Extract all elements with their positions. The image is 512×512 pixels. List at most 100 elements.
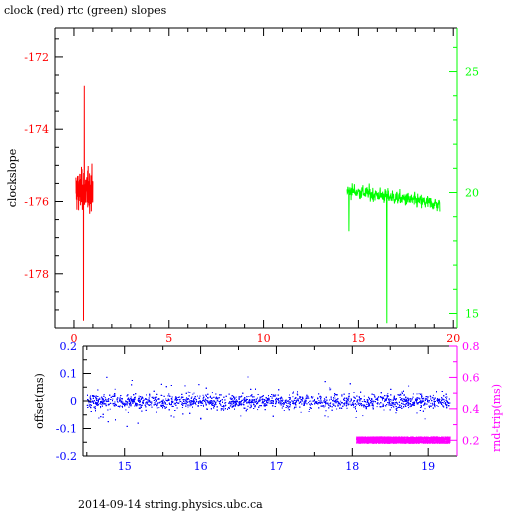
offset-point [341, 395, 343, 397]
offset-point [404, 399, 406, 401]
upper-y2-tick-label: 15 [465, 307, 479, 320]
offset-point [289, 404, 291, 406]
offset-point [366, 399, 368, 401]
offset-point [339, 403, 341, 405]
offset-point [99, 403, 101, 405]
offset-point [193, 402, 194, 404]
offset-point [98, 399, 99, 401]
offset-point [176, 397, 177, 399]
offset-point [216, 409, 218, 411]
offset-point [333, 403, 335, 405]
offset-point [116, 398, 118, 400]
offset-point [295, 406, 297, 408]
offset-point [445, 402, 446, 404]
offset-point [154, 403, 156, 405]
offset-point [233, 400, 234, 402]
offset-point [328, 407, 330, 409]
offset-point [361, 404, 363, 406]
offset-point [398, 401, 400, 403]
offset-point [427, 400, 428, 402]
offset-point [353, 400, 355, 402]
offset-point [427, 396, 429, 398]
offset-point [252, 401, 254, 403]
offset-point [393, 403, 395, 405]
offset-point [381, 397, 383, 399]
offset-point [181, 393, 183, 395]
offset-point [257, 397, 258, 399]
offset-point [416, 400, 417, 402]
offset-point [249, 400, 250, 402]
offset-point [155, 396, 157, 398]
offset-point [319, 396, 321, 398]
offset-point [330, 398, 332, 400]
offset-point [212, 403, 214, 405]
offset-point [356, 404, 357, 406]
offset-point [275, 394, 277, 396]
offset-point [119, 396, 121, 398]
offset-point [175, 396, 177, 398]
offset-point [102, 399, 104, 401]
offset-point [196, 400, 197, 402]
upper-y2-tick-label: 20 [465, 187, 479, 200]
offset-point [160, 383, 162, 385]
offset-point [312, 396, 314, 398]
offset-point [193, 392, 195, 394]
offset-point [139, 407, 141, 409]
offset-point [215, 398, 217, 400]
offset-point [320, 398, 322, 400]
offset-point [92, 400, 94, 402]
offset-point [305, 402, 307, 404]
offset-point [443, 395, 445, 397]
offset-point [153, 390, 155, 392]
offset-point [429, 406, 430, 408]
offset-point [93, 395, 95, 397]
offset-point [88, 402, 90, 404]
offset-point [448, 405, 450, 406]
offset-point [100, 403, 102, 405]
offset-point [241, 400, 242, 402]
offset-point [437, 398, 438, 400]
offset-point [145, 398, 147, 400]
offset-point [145, 409, 147, 411]
offset-point [204, 400, 206, 402]
offset-point [87, 399, 88, 400]
offset-point [371, 398, 373, 400]
offset-point [197, 405, 199, 407]
offset-point [182, 399, 184, 401]
offset-point [184, 402, 186, 404]
offset-point [171, 403, 172, 405]
offset-point [215, 401, 217, 403]
offset-point [251, 402, 253, 404]
offset-point [285, 407, 287, 408]
offset-point [177, 397, 179, 398]
offset-point [90, 404, 92, 406]
offset-point [356, 401, 358, 403]
offset-point [213, 400, 215, 402]
offset-point [432, 404, 434, 406]
offset-point [411, 399, 413, 401]
offset-point [210, 408, 212, 410]
offset-point [213, 400, 215, 402]
offset-point [210, 401, 212, 403]
upper-x-tick-label: 5 [165, 332, 172, 345]
offset-point [401, 399, 403, 401]
offset-point [437, 400, 438, 402]
offset-point [250, 395, 252, 397]
offset-point [315, 401, 317, 403]
offset-point [185, 398, 187, 400]
offset-point [124, 402, 126, 404]
offset-point [401, 391, 403, 393]
offset-point [389, 402, 390, 404]
offset-point [415, 398, 417, 400]
offset-point [266, 398, 268, 400]
offset-point [434, 405, 436, 407]
offset-point [412, 402, 414, 404]
offset-point [234, 405, 236, 407]
offset-point [408, 407, 409, 409]
offset-point [255, 401, 257, 403]
offset-point [205, 403, 207, 405]
offset-point [424, 399, 426, 401]
offset-point [328, 404, 330, 406]
offset-point [119, 406, 121, 408]
